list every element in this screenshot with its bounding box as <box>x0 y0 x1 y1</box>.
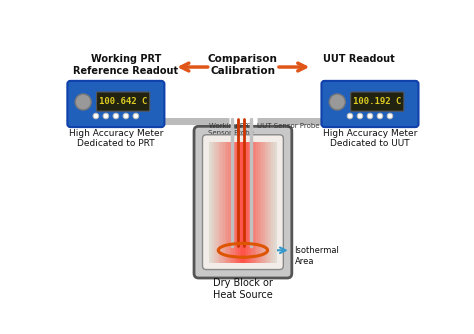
Circle shape <box>367 113 373 119</box>
Circle shape <box>357 113 363 119</box>
Text: High Accuracy Meter
Dedicated to UUT: High Accuracy Meter Dedicated to UUT <box>323 129 417 148</box>
Bar <box>251 142 254 263</box>
Bar <box>256 142 259 263</box>
Bar <box>273 142 275 263</box>
Circle shape <box>347 113 353 119</box>
Bar <box>226 142 228 263</box>
Bar <box>258 142 260 263</box>
Bar <box>260 142 262 263</box>
Bar <box>261 142 264 263</box>
Bar <box>211 142 214 263</box>
FancyBboxPatch shape <box>97 92 150 111</box>
Circle shape <box>75 94 91 110</box>
Bar <box>223 142 225 263</box>
Circle shape <box>387 113 393 119</box>
Bar <box>266 142 269 263</box>
Text: UUT Sensor Probe: UUT Sensor Probe <box>257 123 319 129</box>
Text: Working PRT
Sensor Probe: Working PRT Sensor Probe <box>208 123 254 136</box>
Bar <box>214 142 217 263</box>
Circle shape <box>113 113 118 119</box>
Bar <box>219 142 222 263</box>
Bar <box>246 142 249 263</box>
Bar <box>272 142 274 263</box>
Bar <box>268 142 271 263</box>
Bar <box>236 142 239 263</box>
Bar <box>216 142 219 263</box>
Text: 100.642 C: 100.642 C <box>99 97 147 106</box>
Bar <box>253 142 255 263</box>
Bar <box>270 142 272 263</box>
Circle shape <box>133 113 139 119</box>
Text: Dry Block or
Heat Source: Dry Block or Heat Source <box>213 278 273 300</box>
Bar <box>245 142 247 263</box>
Bar <box>250 142 252 263</box>
Bar <box>229 142 232 263</box>
Bar <box>231 142 234 263</box>
FancyBboxPatch shape <box>194 126 292 278</box>
FancyBboxPatch shape <box>202 135 283 270</box>
Bar <box>233 142 235 263</box>
Circle shape <box>93 113 99 119</box>
Bar <box>275 142 277 263</box>
Bar <box>243 142 246 263</box>
FancyBboxPatch shape <box>321 81 419 127</box>
Bar <box>248 142 250 263</box>
FancyBboxPatch shape <box>67 81 164 127</box>
Circle shape <box>329 94 345 110</box>
Text: UUT Readout: UUT Readout <box>323 54 395 64</box>
Bar <box>239 142 242 263</box>
Circle shape <box>123 113 128 119</box>
Bar <box>221 142 224 263</box>
Bar <box>263 142 265 263</box>
Circle shape <box>103 113 109 119</box>
Bar <box>218 142 220 263</box>
Bar <box>264 142 267 263</box>
Bar <box>241 142 244 263</box>
Bar <box>225 142 227 263</box>
Text: High Accuracy Meter
Dedicated to PRT: High Accuracy Meter Dedicated to PRT <box>69 129 163 148</box>
Bar <box>235 142 237 263</box>
Bar <box>210 142 212 263</box>
Text: 100.192 C: 100.192 C <box>353 97 401 106</box>
Text: Comparison
Calibration: Comparison Calibration <box>208 54 278 75</box>
Bar <box>238 142 240 263</box>
Bar <box>255 142 257 263</box>
FancyBboxPatch shape <box>351 92 404 111</box>
Bar <box>228 142 230 263</box>
Bar <box>213 142 215 263</box>
Text: Isothermal
Area: Isothermal Area <box>294 246 339 266</box>
Circle shape <box>377 113 383 119</box>
Text: Working PRT
Reference Readout: Working PRT Reference Readout <box>73 54 178 75</box>
